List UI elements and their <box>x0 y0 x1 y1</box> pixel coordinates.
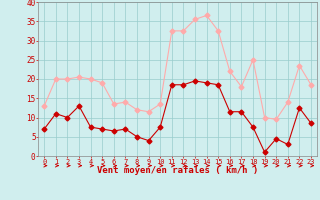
X-axis label: Vent moyen/en rafales ( km/h ): Vent moyen/en rafales ( km/h ) <box>97 166 258 175</box>
